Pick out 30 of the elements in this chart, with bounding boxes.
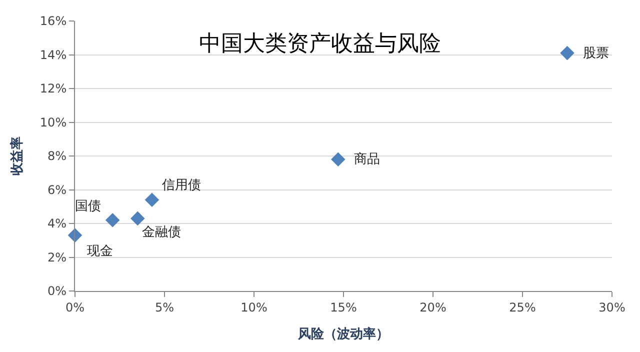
- y-tick-label: 14%: [40, 48, 67, 62]
- point: [330, 152, 346, 167]
- x-tick-label: 0%: [65, 300, 85, 314]
- y-tick-label: 0%: [48, 284, 67, 298]
- x-tick-label: 10%: [240, 300, 268, 314]
- x-tick-label: 20%: [420, 300, 446, 314]
- point: [560, 46, 574, 60]
- x-tick-label: 15%: [330, 300, 357, 314]
- x-tick-label: 5%: [154, 300, 174, 314]
- text: 中国大类资产收益与风险: [199, 32, 441, 57]
- y-tick-label: 10%: [40, 115, 67, 130]
- y-tick-label: 12%: [40, 82, 67, 96]
- annotation: 金融债: [142, 225, 181, 240]
- annotation: 信用债: [162, 178, 201, 193]
- x-tick-label: 30%: [598, 300, 626, 314]
- y-tick-label: 8%: [48, 149, 67, 164]
- point: [130, 211, 145, 226]
- y-tick-label: 4%: [48, 216, 67, 231]
- y-tick-label: 6%: [48, 182, 67, 197]
- y-axis-title: 收益率: [8, 136, 25, 176]
- annotation: 国债: [75, 199, 101, 214]
- annotation: 商品: [354, 152, 380, 167]
- point: [105, 212, 120, 228]
- y-tick-label: 16%: [40, 14, 67, 28]
- x-axis-title: 风险（波动率）: [297, 326, 389, 342]
- point: [144, 192, 160, 208]
- annotation: 股票: [583, 46, 609, 61]
- x-tick-label: 25%: [509, 300, 536, 314]
- annotation: 现金: [87, 244, 113, 259]
- y-tick-label: 2%: [48, 250, 67, 264]
